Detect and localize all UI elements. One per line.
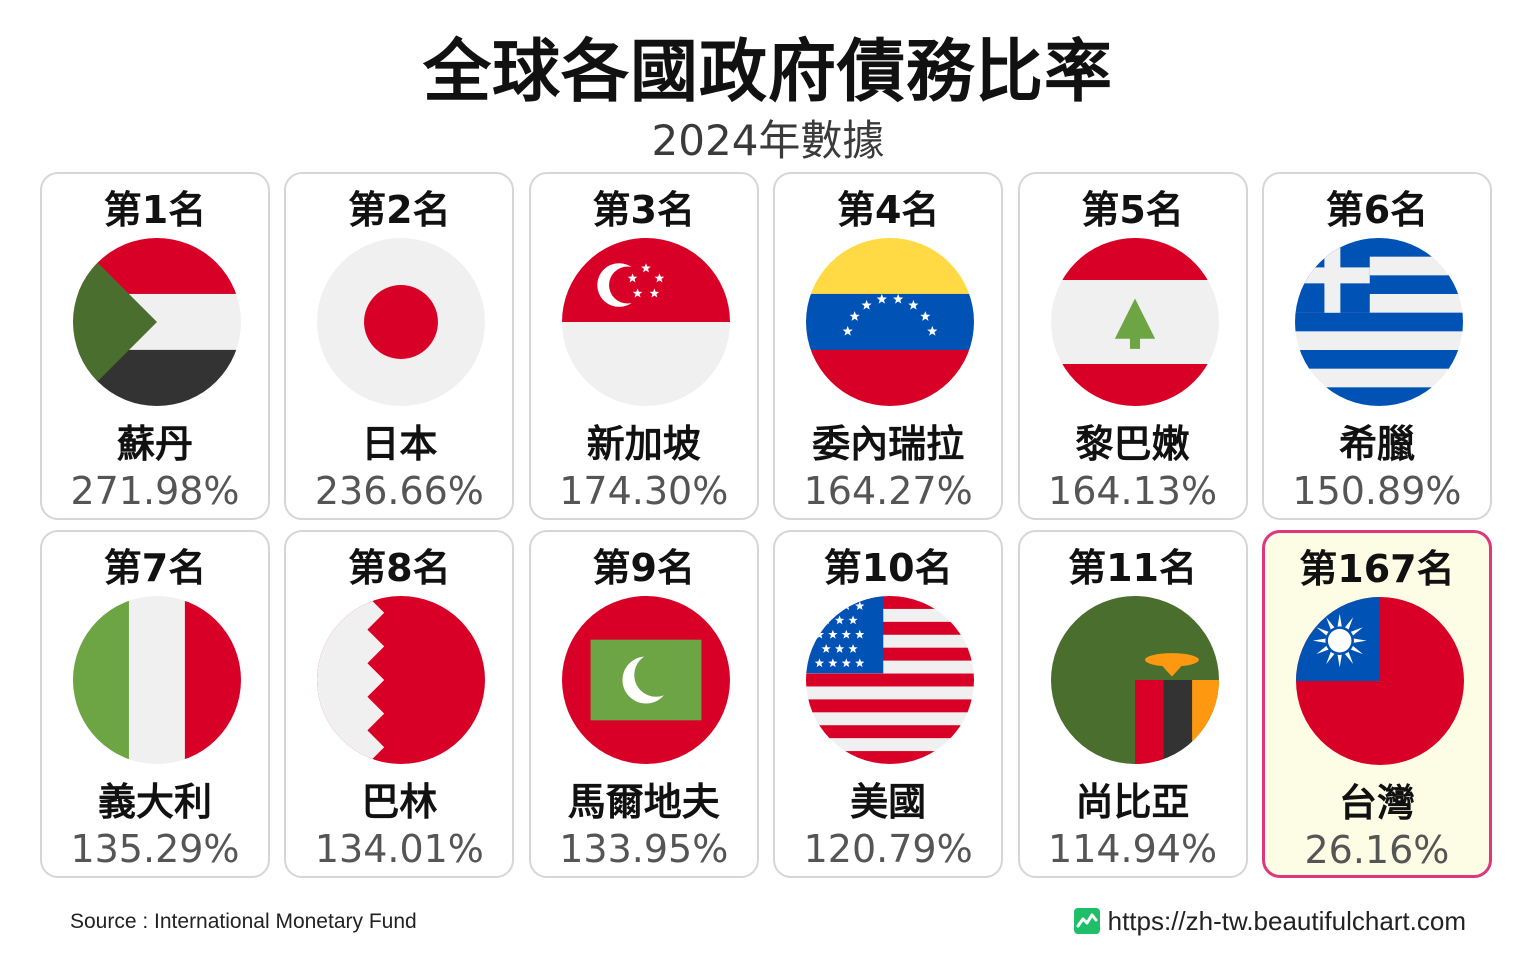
rank-label: 第3名 — [592, 188, 695, 232]
country-name: 日本 — [361, 422, 438, 466]
venezuela-flag-icon — [806, 238, 975, 406]
rank-label: 第4名 — [836, 188, 940, 232]
debt-ratio-value: 164.13% — [1048, 469, 1218, 513]
rank-label: 第9名 — [592, 546, 695, 590]
debt-ratio-value: 236.66% — [314, 469, 484, 513]
greece-flag-icon — [1294, 238, 1463, 406]
country-card: 第2名 日本 236.66% — [284, 172, 515, 520]
japan-flag-icon — [317, 238, 486, 406]
debt-ratio-value: 164.27% — [803, 469, 973, 513]
debt-ratio-value: 133.95% — [559, 827, 729, 871]
country-name: 義大利 — [97, 780, 212, 824]
country-name: 蘇丹 — [116, 422, 193, 466]
rank-label: 第11名 — [1068, 546, 1197, 590]
country-card: 第11名 尚比亞 114.94% — [1017, 530, 1248, 878]
rank-label: 第7名 — [103, 546, 207, 590]
country-card: 第7名 義大利 135.29% — [40, 530, 270, 878]
country-card: 第3名 新加坡 174.30% — [528, 172, 759, 520]
rank-label: 第5名 — [1081, 188, 1184, 232]
usa-flag-icon — [806, 596, 975, 764]
country-card: 第6名 希臘 150.89% — [1261, 172, 1492, 520]
sudan-flag-icon — [73, 238, 241, 406]
chart-title: 全球各國政府債務比率 — [422, 33, 1113, 112]
rank-label: 第2名 — [348, 188, 451, 232]
country-name: 美國 — [850, 780, 927, 824]
debt-ratio-value: 174.30% — [559, 469, 729, 513]
singapore-flag-icon — [561, 238, 730, 406]
debt-ratio-value: 150.89% — [1292, 469, 1462, 513]
rank-label: 第167名 — [1299, 547, 1455, 591]
country-card: 第4名 委內瑞拉 164.27% — [773, 172, 1004, 520]
country-card-highlighted: 第167名 台灣 26.16% — [1261, 530, 1492, 878]
debt-ratio-value: 114.94% — [1048, 827, 1218, 871]
country-name: 委內瑞拉 — [812, 422, 965, 466]
country-name: 希臘 — [1338, 422, 1415, 466]
country-name: 黎巴嫩 — [1075, 422, 1190, 466]
country-card: 第8名 巴林 134.01% — [284, 530, 515, 878]
country-card: 第5名 黎巴嫩 164.13% — [1017, 172, 1248, 520]
taiwan-flag-icon — [1295, 597, 1464, 765]
debt-ratio-value: 120.79% — [803, 827, 973, 871]
debt-ratio-value: 134.01% — [314, 827, 484, 871]
rank-label: 第8名 — [348, 546, 451, 590]
zambia-flag-icon — [1050, 596, 1219, 764]
rank-label: 第1名 — [103, 188, 207, 232]
italy-flag-icon — [73, 596, 241, 764]
maldives-flag-icon — [561, 596, 730, 764]
country-name: 巴林 — [361, 780, 438, 824]
country-grid: 第1名 蘇丹 271.98% 第2名 日本 236.66% 第3名 新加坡 17… — [40, 172, 1492, 878]
country-name: 馬爾地夫 — [567, 780, 720, 824]
website-url[interactable]: https://zh-tw.beautifulchart.com — [1107, 906, 1466, 936]
country-name: 尚比亞 — [1075, 780, 1190, 824]
lebanon-flag-icon — [1050, 238, 1219, 406]
bahrain-flag-icon — [317, 596, 486, 764]
country-card: 第10名 美國 120.79% — [773, 530, 1004, 878]
rank-label: 第6名 — [1325, 188, 1429, 232]
country-card: 第1名 蘇丹 271.98% — [40, 172, 270, 520]
country-name: 新加坡 — [586, 422, 701, 466]
chart-logo-icon — [1073, 908, 1100, 934]
chart-subtitle: 2024年數據 — [651, 116, 885, 165]
debt-ratio-value: 135.29% — [70, 827, 240, 871]
rank-label: 第10名 — [823, 546, 953, 590]
debt-ratio-value: 271.98% — [70, 469, 240, 513]
website-credit[interactable]: https://zh-tw.beautifulchart.com — [1073, 904, 1466, 938]
country-card: 第9名 馬爾地夫 133.95% — [528, 530, 759, 878]
source-note: Source : International Monetary Fund — [70, 910, 417, 933]
debt-ratio-value: 26.16% — [1304, 828, 1450, 872]
country-name: 台灣 — [1338, 781, 1415, 825]
